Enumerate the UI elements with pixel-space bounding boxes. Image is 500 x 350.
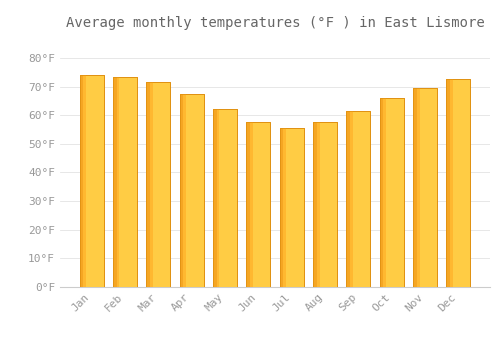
Bar	[80, 75, 104, 287]
Bar	[216, 110, 220, 287]
Bar	[413, 88, 437, 287]
Bar	[316, 122, 320, 287]
Bar	[213, 110, 237, 287]
Bar	[80, 75, 104, 287]
Bar	[284, 128, 286, 287]
Bar	[313, 122, 337, 287]
Bar	[346, 111, 350, 287]
Bar	[113, 77, 137, 287]
Bar	[83, 75, 86, 287]
Bar	[416, 88, 420, 287]
Bar	[183, 94, 186, 287]
Bar	[80, 75, 83, 287]
Bar	[384, 98, 386, 287]
Bar	[113, 77, 137, 287]
Bar	[350, 111, 353, 287]
Bar	[380, 98, 404, 287]
Bar	[280, 128, 303, 287]
Bar	[213, 110, 237, 287]
Bar	[250, 122, 253, 287]
Bar	[413, 88, 437, 287]
Bar	[113, 77, 116, 287]
Bar	[246, 122, 250, 287]
Bar	[313, 122, 337, 287]
Bar	[446, 79, 470, 287]
Bar	[246, 122, 270, 287]
Bar	[280, 128, 283, 287]
Bar	[146, 82, 150, 287]
Bar	[280, 128, 303, 287]
Bar	[180, 94, 183, 287]
Title: Average monthly temperatures (°F ) in East Lismore: Average monthly temperatures (°F ) in Ea…	[66, 16, 484, 30]
Bar	[180, 94, 204, 287]
Bar	[346, 111, 370, 287]
Bar	[346, 111, 370, 287]
Bar	[213, 110, 216, 287]
Bar	[313, 122, 316, 287]
Bar	[450, 79, 453, 287]
Bar	[150, 82, 152, 287]
Bar	[380, 98, 404, 287]
Bar	[146, 82, 171, 287]
Bar	[180, 94, 204, 287]
Bar	[116, 77, 119, 287]
Bar	[146, 82, 171, 287]
Bar	[246, 122, 270, 287]
Bar	[413, 88, 416, 287]
Bar	[446, 79, 470, 287]
Bar	[446, 79, 450, 287]
Bar	[380, 98, 384, 287]
